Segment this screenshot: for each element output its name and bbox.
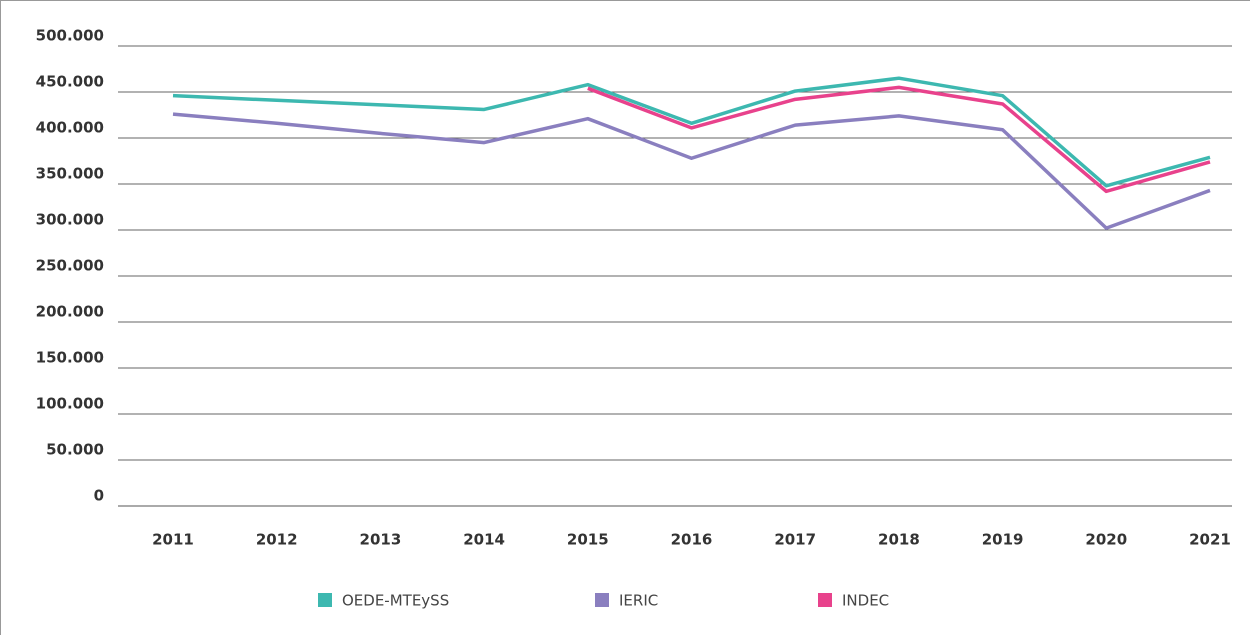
y-tick-label: 100.000 [36,395,104,413]
legend-swatch [318,593,332,607]
legend-label: INDEC [842,592,889,610]
x-tick-label: 2020 [1085,531,1127,549]
y-tick-label: 400.000 [36,119,104,137]
legend-swatch [595,593,609,607]
y-tick-label: 300.000 [36,211,104,229]
series-line [172,112,1211,230]
x-tick-label: 2011 [152,531,194,549]
x-tick-label: 2018 [878,531,920,549]
legend-label: OEDE-MTEySS [342,592,449,610]
y-tick-label: 150.000 [36,349,104,367]
x-tick-label: 2017 [774,531,816,549]
x-tick-label: 2012 [256,531,298,549]
y-tick-label: 350.000 [36,165,104,183]
legend-label: IERIC [619,592,658,610]
x-tick-label: 2019 [982,531,1024,549]
y-tick-label: 450.000 [36,73,104,91]
x-tick-label: 2021 [1189,531,1231,549]
x-tick-label: 2014 [463,531,505,549]
y-tick-label: 50.000 [46,441,104,459]
y-tick-label: 0 [94,487,104,505]
x-tick-label: 2016 [671,531,713,549]
x-tick-label: 2015 [567,531,609,549]
y-tick-label: 500.000 [36,27,104,45]
series-line [587,85,1211,194]
y-tick-label: 200.000 [36,303,104,321]
x-tick-label: 2013 [360,531,402,549]
legend-swatch [818,593,832,607]
series-line [172,76,1211,188]
y-tick-label: 250.000 [36,257,104,275]
